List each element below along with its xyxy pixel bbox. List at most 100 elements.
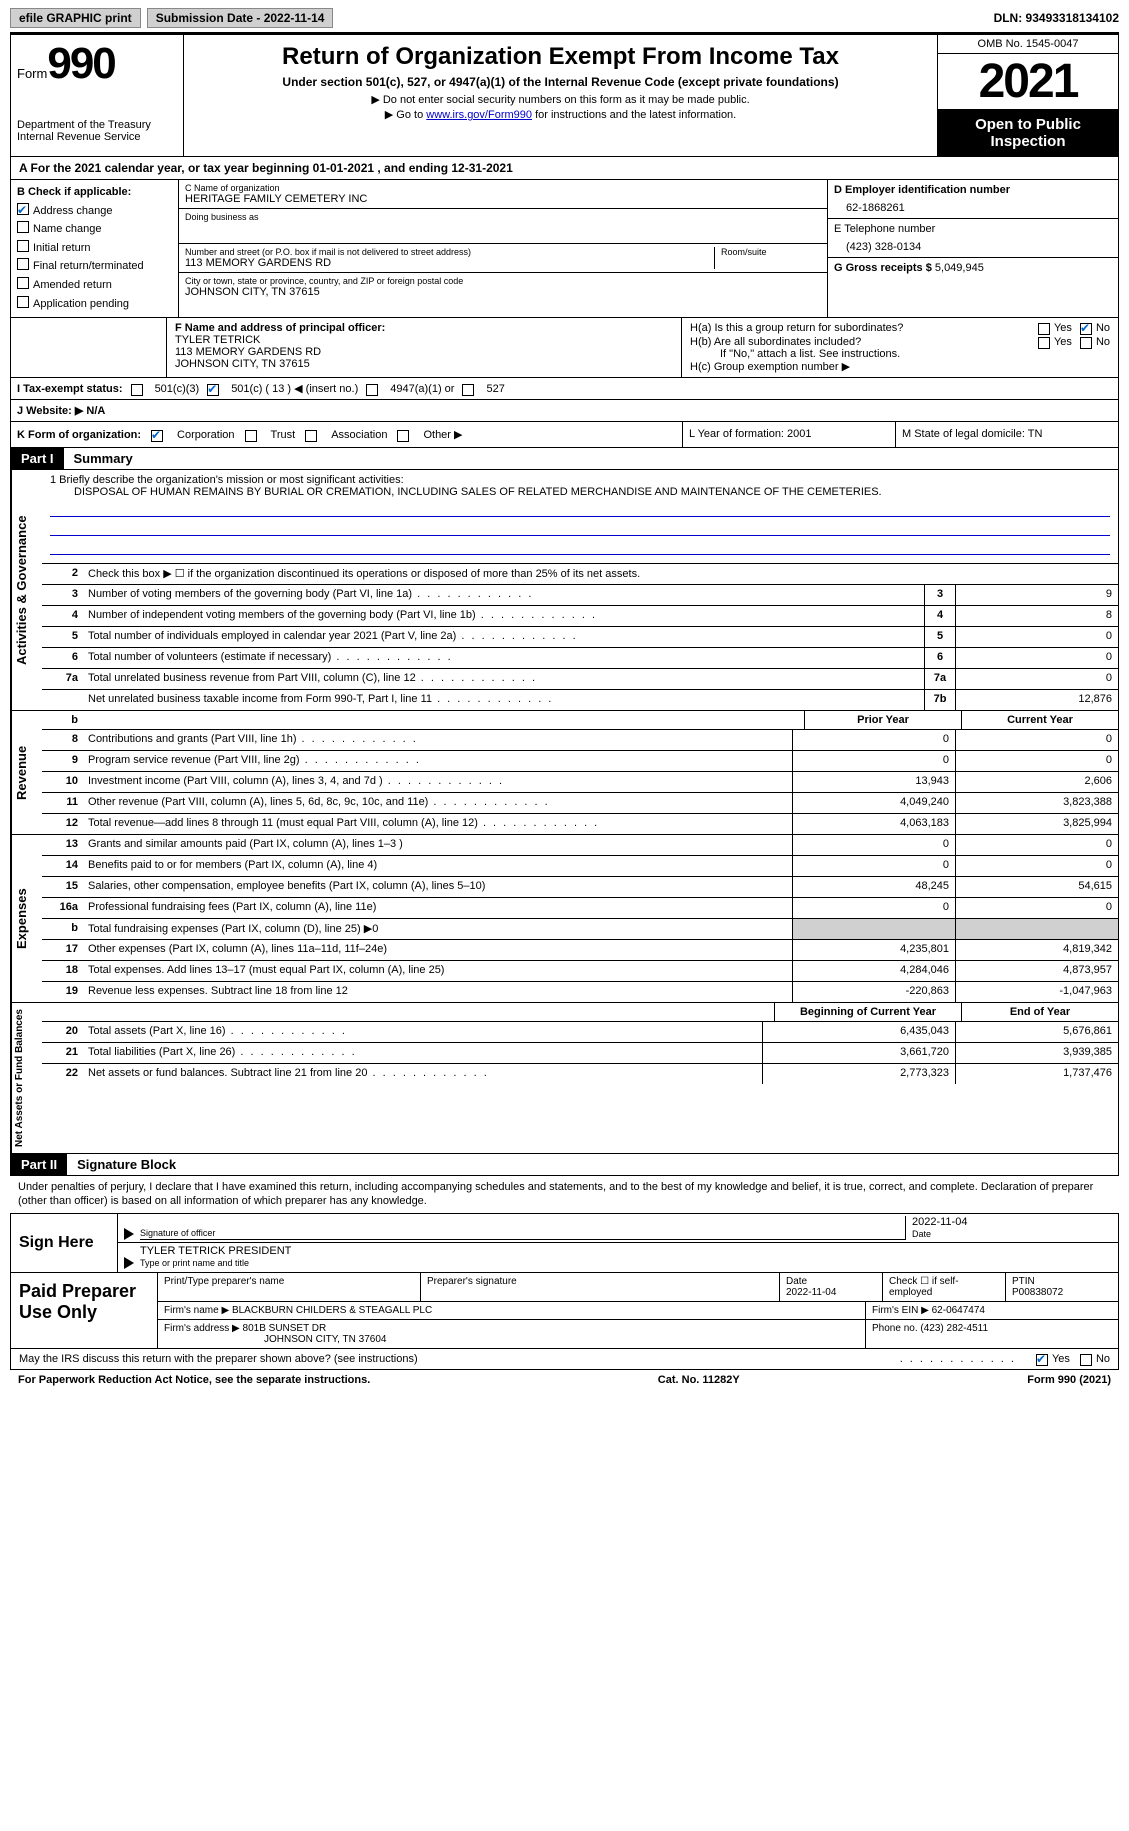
city-label: City or town, state or province, country… xyxy=(185,276,821,286)
form-note1: ▶ Do not enter social security numbers o… xyxy=(194,93,927,106)
hb-no-checkbox[interactable] xyxy=(1080,337,1092,349)
submission-date-button[interactable]: Submission Date - 2022-11-14 xyxy=(147,8,334,28)
form-number: 990 xyxy=(47,39,114,88)
year-formation: L Year of formation: 2001 xyxy=(682,422,895,447)
vlabel-net: Net Assets or Fund Balances xyxy=(11,1003,42,1153)
phone-value: (423) 328-0134 xyxy=(834,235,1112,253)
officer-row: F Name and address of principal officer:… xyxy=(10,318,1119,378)
discuss-no-checkbox[interactable] xyxy=(1080,1354,1092,1366)
part2-bar: Part II xyxy=(11,1154,67,1175)
ptin-value: P00838072 xyxy=(1012,1287,1063,1298)
cb-label: Initial return xyxy=(33,242,90,254)
form-subtitle: Under section 501(c), 527, or 4947(a)(1)… xyxy=(194,75,927,89)
calendar-year: A For the 2021 calendar year, or tax yea… xyxy=(11,157,1118,179)
ein-label: D Employer identification number xyxy=(834,184,1112,196)
page-footer: For Paperwork Reduction Act Notice, see … xyxy=(10,1370,1119,1390)
hb-yes-checkbox[interactable] xyxy=(1038,337,1050,349)
assoc-checkbox[interactable] xyxy=(305,430,317,442)
state-domicile: M State of legal domicile: TN xyxy=(895,422,1118,447)
ha-no-checkbox[interactable] xyxy=(1080,323,1092,335)
501c-checkbox[interactable] xyxy=(207,384,219,396)
sign-here-block: Sign Here Signature of officer 2022-11-04… xyxy=(10,1213,1119,1273)
paid-preparer-block: Paid Preparer Use Only Print/Type prepar… xyxy=(10,1273,1119,1349)
activities-governance-section: Activities & Governance 1 Briefly descri… xyxy=(10,470,1119,711)
phone-label: E Telephone number xyxy=(834,223,1112,235)
hb-note: If "No," attach a list. See instructions… xyxy=(690,348,1110,360)
line2-text: Check this box ▶ ☐ if the organization d… xyxy=(84,564,1118,584)
final-return-checkbox[interactable] xyxy=(17,258,29,270)
cb-label: Address change xyxy=(33,205,113,217)
vlabel-activities: Activities & Governance xyxy=(11,470,42,710)
tax-year: 2021 xyxy=(938,54,1118,110)
sig-date: 2022-11-04 xyxy=(912,1216,967,1228)
net-assets-section: Net Assets or Fund Balances Beginning of… xyxy=(10,1003,1119,1154)
sign-here-label: Sign Here xyxy=(11,1214,117,1272)
footer-mid: Cat. No. 11282Y xyxy=(658,1374,740,1386)
form-word: Form xyxy=(17,66,47,81)
org-name: HERITAGE FAMILY CEMETERY INC xyxy=(185,193,821,205)
part1-bar: Part I xyxy=(11,448,64,469)
org-name-label: C Name of organization xyxy=(185,183,821,193)
dln-label: DLN: 93493318134102 xyxy=(994,11,1119,25)
name-change-checkbox[interactable] xyxy=(17,221,29,233)
discuss-yes-checkbox[interactable] xyxy=(1036,1354,1048,1366)
footer-left: For Paperwork Reduction Act Notice, see … xyxy=(18,1374,370,1386)
527-checkbox[interactable] xyxy=(462,384,474,396)
vlabel-revenue: Revenue xyxy=(11,711,42,834)
dept-label: Department of the Treasury Internal Reve… xyxy=(17,119,177,143)
vlabel-expenses: Expenses xyxy=(11,835,42,1002)
amended-return-checkbox[interactable] xyxy=(17,277,29,289)
section-b: B Check if applicable: Address change Na… xyxy=(10,180,1119,318)
top-bar: efile GRAPHIC print Submission Date - 20… xyxy=(10,8,1119,34)
initial-return-checkbox[interactable] xyxy=(17,240,29,252)
part1-title: Summary xyxy=(64,448,143,469)
prep-sig-label: Preparer's signature xyxy=(427,1276,517,1287)
prep-name-label: Print/Type preparer's name xyxy=(164,1276,284,1287)
revenue-section: Revenue bPrior YearCurrent Year 8Contrib… xyxy=(10,711,1119,835)
omb-number: OMB No. 1545-0047 xyxy=(938,35,1118,54)
firm-city: JOHNSON CITY, TN 37604 xyxy=(164,1334,386,1345)
other-checkbox[interactable] xyxy=(397,430,409,442)
gross-receipts-value: 5,049,945 xyxy=(935,262,984,274)
dba-label: Doing business as xyxy=(185,212,821,222)
cb-label: Application pending xyxy=(33,298,129,310)
type-name-label: Type or print name and title xyxy=(140,1258,249,1268)
check-applicable-label: B Check if applicable: xyxy=(17,184,172,202)
501c3-checkbox[interactable] xyxy=(131,384,143,396)
trust-checkbox[interactable] xyxy=(245,430,257,442)
application-pending-checkbox[interactable] xyxy=(17,296,29,308)
website-label: J Website: ▶ xyxy=(17,405,83,417)
ha-label: H(a) Is this a group return for subordin… xyxy=(690,322,1038,334)
begin-year-header: Beginning of Current Year xyxy=(774,1003,961,1021)
form-header: Form990 Department of the Treasury Inter… xyxy=(10,34,1119,157)
prep-date: 2022-11-04 xyxy=(786,1287,836,1298)
officer-addr2: JOHNSON CITY, TN 37615 xyxy=(175,358,673,370)
firm-phone: (423) 282-4511 xyxy=(920,1323,988,1334)
part2-title: Signature Block xyxy=(67,1154,186,1175)
current-year-header: Current Year xyxy=(961,711,1118,729)
4947-checkbox[interactable] xyxy=(366,384,378,396)
cb-label: Amended return xyxy=(33,279,112,291)
sig-officer-label: Signature of officer xyxy=(140,1228,215,1238)
mission-text: DISPOSAL OF HUMAN REMAINS BY BURIAL OR C… xyxy=(50,486,1110,498)
corp-checkbox[interactable] xyxy=(151,430,163,442)
note2-post: for instructions and the latest informat… xyxy=(532,109,736,121)
expenses-section: Expenses 13Grants and similar amounts pa… xyxy=(10,835,1119,1003)
irs-link[interactable]: www.irs.gov/Form990 xyxy=(426,109,532,121)
hc-label: H(c) Group exemption number ▶ xyxy=(690,360,1110,373)
prior-year-header: Prior Year xyxy=(804,711,961,729)
footer-right: Form 990 (2021) xyxy=(1027,1374,1111,1386)
arrow-icon xyxy=(124,1228,134,1240)
date-label: Date xyxy=(912,1229,931,1239)
officer-addr1: 113 MEMORY GARDENS RD xyxy=(175,346,673,358)
tax-status-label: I Tax-exempt status: xyxy=(17,383,123,395)
form-title: Return of Organization Exempt From Incom… xyxy=(194,43,927,71)
hb-label: H(b) Are all subordinates included? xyxy=(690,336,1038,348)
address-change-checkbox[interactable] xyxy=(17,203,29,215)
efile-button[interactable]: efile GRAPHIC print xyxy=(10,8,141,28)
ein-value: 62-1868261 xyxy=(834,196,1112,214)
street-address: 113 MEMORY GARDENS RD xyxy=(185,257,714,269)
ha-yes-checkbox[interactable] xyxy=(1038,323,1050,335)
addr-label: Number and street (or P.O. box if mail i… xyxy=(185,247,714,257)
discuss-question: May the IRS discuss this return with the… xyxy=(19,1353,900,1365)
